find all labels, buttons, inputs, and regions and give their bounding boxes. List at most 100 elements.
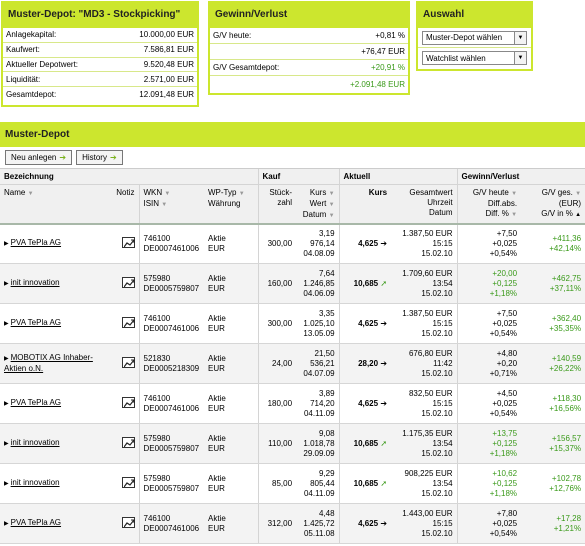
watchlist-select-value: Watchlist wählen [426, 53, 486, 63]
arrow-right-icon: ➔ [59, 153, 67, 162]
cell-wkn-isin: 746100 DE0007461006 [138, 223, 204, 264]
depot-summary-title: Muster-Depot: "MD3 - Stockpicking" [3, 3, 197, 28]
cell-name: ▶ PVA TePla AG [0, 503, 112, 544]
bullet-icon: ▶ [4, 321, 9, 327]
table-row: ▶ PVA TePla AG 746100 DE0007461006 Aktie EUR 3… [0, 503, 585, 544]
cell-kauf: 3,19 976,14 04.08.09 [296, 223, 340, 264]
header-kauf: Kauf [257, 169, 340, 185]
note-chart-icon[interactable] [121, 356, 135, 368]
col-wkn-isin[interactable]: WKN ▼ ISIN ▼ [138, 184, 204, 225]
col-stueckzahl: Stück-zahl [257, 184, 297, 225]
gv-total-abs-row: +2.091,48 EUR [210, 76, 408, 92]
col-gv-gesamt[interactable]: G/V ges. ▼ (EUR) G/V in % ▲ [521, 184, 585, 225]
cell-gv-heute: +13,75 +0,125 +1,18% [456, 423, 522, 464]
gv-total-label: G/V Gesamtdepot: [213, 63, 280, 72]
note-chart-icon[interactable] [121, 476, 135, 488]
cell-typ: Aktie EUR [204, 463, 259, 504]
stock-link[interactable]: PVA TePla AG [10, 518, 62, 527]
cell-stueckzahl: 180,00 [257, 383, 297, 424]
col-gv-heute[interactable]: G/V heute ▼ Diff.abs. Diff. % ▼ [456, 184, 522, 225]
cell-aktuell-kurs: 10,685 ➚ [338, 423, 392, 464]
cell-notiz [112, 303, 139, 344]
watchlist-select[interactable]: Watchlist wählen ▼ [422, 51, 527, 65]
col-gesamtwert[interactable]: Gesamtwert Uhrzeit Datum [391, 184, 458, 225]
note-chart-icon[interactable] [121, 316, 135, 328]
cell-typ: Aktie EUR [204, 383, 259, 424]
summary-value: 7.586,81 EUR [143, 45, 194, 55]
gv-total-row: G/V Gesamtdepot: +20,91 % [210, 60, 408, 76]
cell-wkn-isin: 521830 DE0005218309 [138, 343, 204, 384]
summary-row: Anlagekapital: 10.000,00 EUR [3, 28, 197, 43]
bullet-icon: ▶ [4, 521, 9, 527]
summary-label: Liquidität: [6, 74, 41, 84]
stock-link[interactable]: PVA TePla AG [10, 318, 62, 327]
gv-today-abs-row: +76,47 EUR [210, 44, 408, 60]
cell-name: ▶ init innovation [0, 463, 112, 504]
new-depot-button[interactable]: Neu anlegen ➔ [5, 150, 73, 165]
cell-kauf: 3,89 714,20 04.11.09 [296, 383, 340, 424]
col-notiz: Notiz [112, 184, 139, 225]
stock-link[interactable]: MOBOTIX AG Inhaber-Aktien o.N. [4, 353, 93, 373]
cell-gesamtwert: 832,50 EUR 15:15 15.02.10 [391, 383, 458, 424]
cell-notiz [112, 223, 139, 264]
bullet-icon: ▶ [4, 441, 9, 447]
cell-gv-gesamt: +411,36 +42,14% [521, 223, 585, 264]
trend-up-icon: ➚ [380, 478, 388, 488]
cell-gv-heute: +4,50 +0,025 +0,54% [456, 383, 522, 424]
trend-flat-icon: ➔ [380, 398, 388, 408]
chevron-down-icon[interactable]: ▼ [514, 52, 526, 64]
arrow-right-icon: ➔ [109, 153, 117, 162]
summary-row: Gesamtdepot: 12.091,48 EUR [3, 87, 197, 102]
summary-row: Liquidität: 2.571,00 EUR [3, 72, 197, 88]
cell-kauf: 21,50 536,21 04.07.09 [296, 343, 340, 384]
cell-kauf: 9,29 805,44 04.11.09 [296, 463, 340, 504]
cell-gv-gesamt: +362,40 +35,35% [521, 303, 585, 344]
note-chart-icon[interactable] [121, 396, 135, 408]
stock-link[interactable]: PVA TePla AG [10, 238, 62, 248]
trend-flat-icon: ➔ [380, 318, 388, 328]
cell-gv-heute: +4,80 +0,20 +0,71% [456, 343, 522, 384]
cell-stueckzahl: 300,00 [257, 223, 297, 264]
stock-link[interactable]: init innovation [10, 278, 60, 287]
cell-notiz [112, 463, 139, 504]
cell-gv-heute: +7,50 +0,025 +0,54% [456, 303, 522, 344]
note-chart-icon[interactable] [121, 436, 135, 448]
cell-aktuell-kurs: 4,625 ➔ [338, 223, 392, 264]
gv-total-abs: +2.091,48 EUR [350, 79, 405, 89]
gv-today-abs: +76,47 EUR [361, 47, 405, 56]
col-name[interactable]: Name ▼ [0, 184, 112, 225]
note-chart-icon[interactable] [121, 276, 135, 288]
cell-gv-heute: +10,62 +0,125 +1,18% [456, 463, 522, 504]
trend-flat-icon: ➔ [380, 358, 388, 368]
stock-link[interactable]: init innovation [10, 478, 60, 487]
cell-stueckzahl: 110,00 [257, 423, 297, 464]
stock-link[interactable]: init innovation [10, 438, 60, 447]
cell-gesamtwert: 908,225 EUR 13:54 15.02.10 [391, 463, 458, 504]
chevron-down-icon[interactable]: ▼ [514, 31, 526, 44]
cell-aktuell-kurs: 28,20 ➔ [338, 343, 392, 384]
cell-gv-heute: +7,80 +0,025 +0,54% [456, 503, 522, 544]
stock-link[interactable]: PVA TePla AG [10, 398, 62, 407]
col-kauf-kurs[interactable]: Kurs ▼ Wert ▼ Datum ▼ [296, 184, 340, 225]
cell-name: ▶ MOBOTIX AG Inhaber-Aktien o.N. [0, 343, 112, 384]
cell-aktuell-kurs: 4,625 ➔ [338, 303, 392, 344]
gain-loss-box: Gewinn/Verlust G/V heute: +0,81 % +76,47… [208, 1, 410, 95]
col-aktuell-kurs: Kurs [338, 184, 392, 225]
history-label: History [82, 153, 107, 162]
note-chart-icon[interactable] [121, 236, 135, 248]
cell-kauf: 3,35 1.025,10 13.05.09 [296, 303, 340, 344]
col-wp-typ[interactable]: WP-Typ ▼ Währung [204, 184, 259, 225]
cell-typ: Aktie EUR [204, 303, 259, 344]
cell-gesamtwert: 1.387,50 EUR 15:15 15.02.10 [391, 223, 458, 264]
cell-gesamtwert: 1.175,35 EUR 13:54 15.02.10 [391, 423, 458, 464]
history-button[interactable]: History ➔ [76, 150, 123, 165]
cell-stueckzahl: 85,00 [257, 463, 297, 504]
depot-select[interactable]: Muster-Depot wählen ▼ [422, 30, 527, 45]
note-chart-icon[interactable] [121, 516, 135, 528]
cell-kauf: 7,64 1.246,85 04.06.09 [296, 263, 340, 304]
cell-notiz [112, 263, 139, 304]
cell-notiz [112, 383, 139, 424]
cell-kauf: 9,08 1.018,78 29.09.09 [296, 423, 340, 464]
cell-stueckzahl: 24,00 [257, 343, 297, 384]
cell-name: ▶ init innovation [0, 263, 112, 304]
